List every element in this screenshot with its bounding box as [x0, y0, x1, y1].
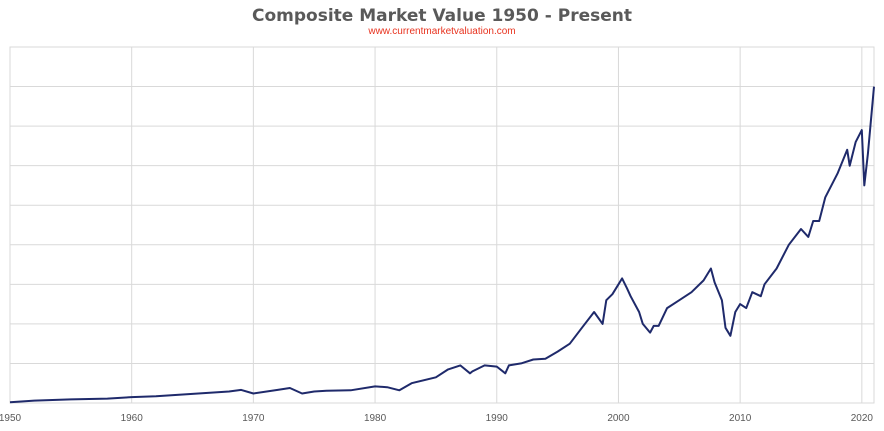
- x-tick-label: 2000: [607, 413, 630, 424]
- series-line: [9, 86, 875, 404]
- x-tick-label: 1980: [364, 413, 387, 424]
- x-tick-label: 1960: [121, 413, 144, 424]
- x-tick-label: 2020: [851, 413, 874, 424]
- x-tick-label: 1990: [486, 413, 509, 424]
- series-group: [9, 86, 875, 404]
- chart-subtitle: www.currentmarketvaluation.com: [368, 26, 516, 37]
- plot-border: [9, 46, 875, 404]
- gridlines: [9, 46, 875, 404]
- chart-title: Composite Market Value 1950 - Present: [252, 6, 632, 26]
- x-tick-label: 1950: [0, 413, 22, 424]
- x-axis-ticks: 1950 1960 1970 1980 1990 2000 2010 2020: [0, 413, 873, 424]
- x-tick-label: 1970: [242, 413, 265, 424]
- x-tick-label: 2010: [729, 413, 752, 424]
